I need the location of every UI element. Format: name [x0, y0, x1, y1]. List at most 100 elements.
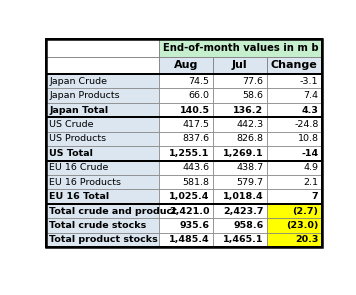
Text: Jul: Jul: [232, 60, 247, 71]
Bar: [267, 218, 322, 233]
Bar: [213, 74, 267, 88]
Bar: [267, 103, 322, 117]
Bar: [159, 218, 213, 233]
Bar: [46, 57, 159, 74]
Text: US Products: US Products: [49, 135, 106, 143]
Bar: [46, 160, 322, 204]
Bar: [213, 175, 267, 189]
Bar: [213, 218, 267, 233]
Text: 581.8: 581.8: [183, 178, 209, 187]
Bar: [159, 233, 213, 247]
Text: 58.6: 58.6: [242, 91, 263, 100]
Bar: [159, 88, 213, 103]
Text: Aug: Aug: [174, 60, 198, 71]
Bar: [46, 39, 322, 74]
Bar: [46, 146, 159, 160]
Text: 826.8: 826.8: [236, 135, 263, 143]
Text: 140.5: 140.5: [179, 106, 209, 114]
Text: 20.3: 20.3: [295, 235, 319, 244]
Text: 66.0: 66.0: [188, 91, 209, 100]
Text: -24.8: -24.8: [294, 120, 319, 129]
Bar: [159, 189, 213, 204]
Bar: [213, 132, 267, 146]
Text: 935.6: 935.6: [179, 221, 209, 230]
Text: 417.5: 417.5: [183, 120, 209, 129]
Text: EU 16 Total: EU 16 Total: [49, 192, 109, 201]
Bar: [46, 88, 159, 103]
Text: 1,269.1: 1,269.1: [222, 149, 263, 158]
Text: 2,421.0: 2,421.0: [169, 206, 209, 216]
Bar: [159, 39, 322, 57]
Bar: [159, 57, 213, 74]
Bar: [46, 74, 159, 88]
Text: 579.7: 579.7: [236, 178, 263, 187]
Text: 77.6: 77.6: [242, 77, 263, 86]
Text: Japan Crude: Japan Crude: [49, 77, 107, 86]
Bar: [267, 132, 322, 146]
Bar: [213, 117, 267, 132]
Bar: [267, 146, 322, 160]
Bar: [46, 132, 159, 146]
Text: 958.6: 958.6: [233, 221, 263, 230]
Bar: [46, 74, 322, 117]
Bar: [267, 160, 322, 175]
Bar: [267, 204, 322, 218]
Text: 1,255.1: 1,255.1: [169, 149, 209, 158]
Text: 74.5: 74.5: [188, 77, 209, 86]
Bar: [159, 132, 213, 146]
Bar: [267, 233, 322, 247]
Bar: [267, 74, 322, 88]
Bar: [213, 160, 267, 175]
Bar: [159, 175, 213, 189]
Text: Total crude stocks: Total crude stocks: [49, 221, 146, 230]
Text: (2.7): (2.7): [293, 206, 319, 216]
Bar: [159, 117, 213, 132]
Bar: [46, 39, 159, 57]
Text: Japan Total: Japan Total: [49, 106, 108, 114]
Bar: [159, 146, 213, 160]
Bar: [46, 117, 322, 160]
Text: Total product stocks: Total product stocks: [49, 235, 158, 244]
Text: 4.9: 4.9: [303, 163, 319, 172]
Bar: [213, 146, 267, 160]
Text: 2,423.7: 2,423.7: [223, 206, 263, 216]
Text: 4.3: 4.3: [302, 106, 319, 114]
Text: 1,465.1: 1,465.1: [223, 235, 263, 244]
Text: 443.6: 443.6: [182, 163, 209, 172]
Bar: [213, 204, 267, 218]
Bar: [46, 204, 322, 247]
Bar: [46, 160, 159, 175]
Bar: [213, 88, 267, 103]
Bar: [267, 57, 322, 74]
Bar: [213, 233, 267, 247]
Bar: [46, 117, 159, 132]
Bar: [159, 103, 213, 117]
Text: Japan Products: Japan Products: [49, 91, 120, 100]
Bar: [159, 204, 213, 218]
Bar: [267, 189, 322, 204]
Text: EU 16 Products: EU 16 Products: [49, 178, 121, 187]
Bar: [46, 189, 159, 204]
Text: 1,018.4: 1,018.4: [222, 192, 263, 201]
Text: 837.6: 837.6: [182, 135, 209, 143]
Text: 136.2: 136.2: [233, 106, 263, 114]
Bar: [267, 88, 322, 103]
Bar: [46, 218, 159, 233]
Bar: [46, 233, 159, 247]
Text: -14: -14: [301, 149, 319, 158]
Bar: [213, 57, 267, 74]
Bar: [267, 175, 322, 189]
Bar: [46, 175, 159, 189]
Text: 7.4: 7.4: [303, 91, 319, 100]
Bar: [159, 74, 213, 88]
Text: -3.1: -3.1: [300, 77, 319, 86]
Text: Total crude and product: Total crude and product: [49, 206, 177, 216]
Bar: [267, 117, 322, 132]
Bar: [213, 189, 267, 204]
Bar: [213, 103, 267, 117]
Text: End-of-month values in m b: End-of-month values in m b: [163, 43, 318, 53]
Bar: [46, 204, 159, 218]
Text: 438.7: 438.7: [236, 163, 263, 172]
Text: 1,485.4: 1,485.4: [169, 235, 209, 244]
Text: 7: 7: [312, 192, 319, 201]
